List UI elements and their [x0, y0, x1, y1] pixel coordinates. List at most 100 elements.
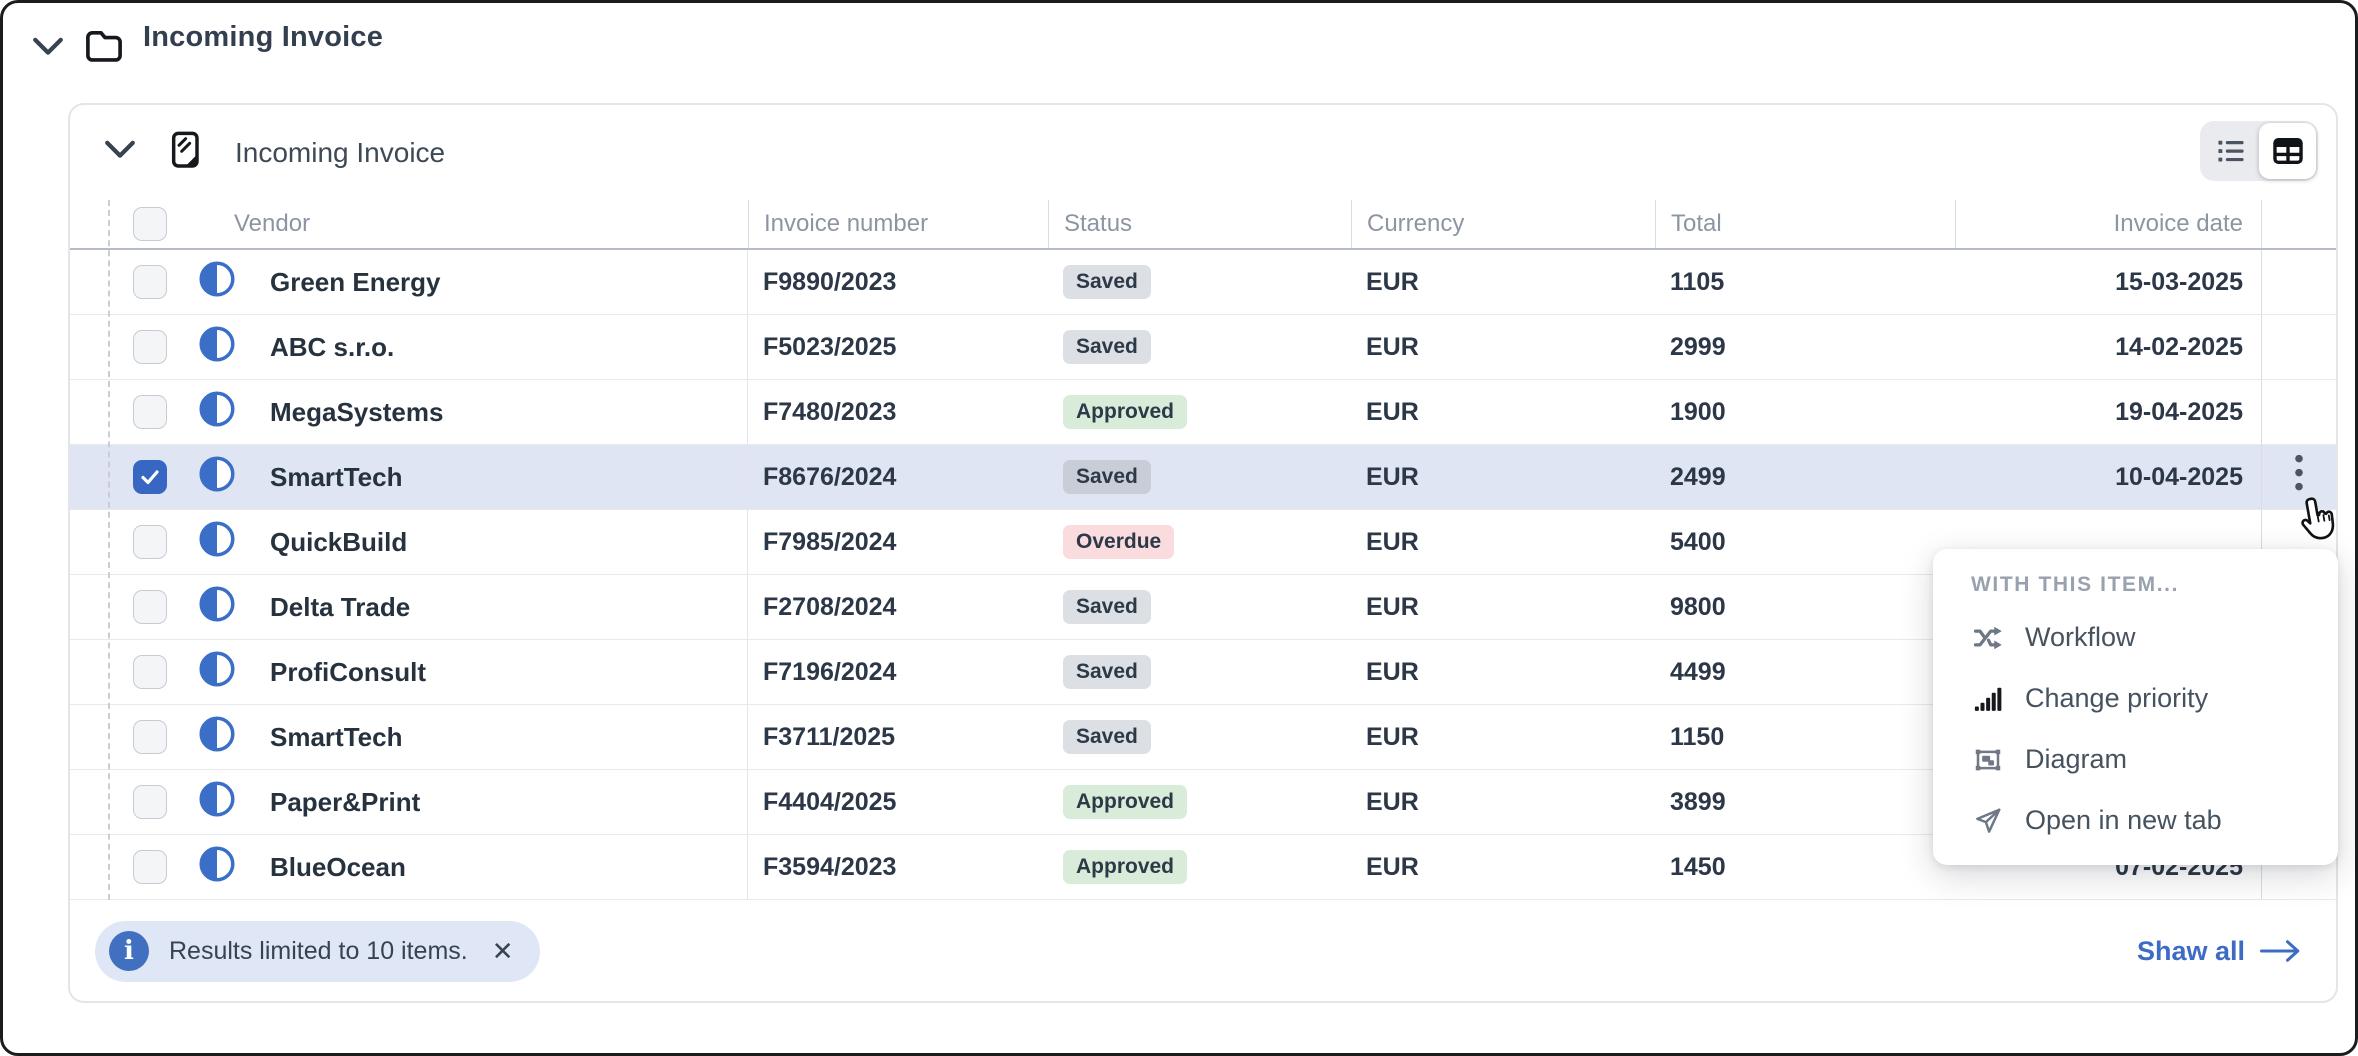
status-badge: Saved: [1063, 655, 1151, 689]
row-checkbox[interactable]: [133, 525, 167, 559]
shuffle-icon: [1971, 623, 2005, 653]
actions-cell: [2261, 510, 2336, 574]
status-badge: Saved: [1063, 265, 1151, 299]
half-disk-icon: [198, 455, 236, 500]
currency-cell: EUR: [1366, 787, 1419, 816]
header-vendor[interactable]: Vendor: [70, 200, 748, 248]
currency-cell: EUR: [1366, 462, 1419, 491]
header-actions: [2261, 200, 2336, 248]
currency-cell: EUR: [1366, 722, 1419, 751]
invoice-number-cell: F8676/2024: [763, 462, 897, 491]
row-checkbox[interactable]: [133, 590, 167, 624]
vendor-cell: ABC s.r.o.: [70, 315, 748, 379]
context-menu-header: WITH THIS ITEM...: [1971, 573, 2180, 596]
header-invoice-number[interactable]: Invoice number: [748, 200, 1048, 248]
invoice-note-icon: [165, 128, 205, 177]
currency-cell: EUR: [1366, 332, 1419, 361]
vendor-name: SmartTech: [270, 721, 403, 752]
vendor-name: ABC s.r.o.: [270, 331, 395, 362]
half-disk-icon: [198, 260, 236, 305]
close-icon[interactable]: ✕: [491, 936, 514, 966]
results-info-pill: i Results limited to 10 items. ✕: [95, 920, 540, 982]
half-disk-icon: [198, 325, 236, 370]
row-checkbox[interactable]: [133, 850, 167, 884]
send-icon: [1971, 806, 2005, 836]
show-all-link[interactable]: Shaw all: [2137, 936, 2303, 967]
vendor-cell: MegaSystems: [70, 380, 748, 444]
row-checkbox[interactable]: [133, 265, 167, 299]
invoice-number-cell: F2708/2024: [763, 592, 897, 621]
vendor-name: BlueOcean: [270, 851, 406, 882]
status-cell: Saved: [1048, 640, 1351, 704]
table-row[interactable]: ABC s.r.o. F5023/2025 Saved EUR 2999 14-…: [70, 315, 2336, 380]
vendor-cell: ProfiConsult: [70, 640, 748, 704]
vendor-cell: Paper&Print: [70, 770, 748, 834]
card-header: Incoming Invoice: [70, 105, 2336, 200]
invoice-number-cell: F7480/2023: [763, 397, 897, 426]
chevron-down-icon[interactable]: [103, 138, 137, 167]
actions-cell: [2261, 315, 2336, 379]
page-title: Incoming Invoice: [143, 21, 384, 53]
vendor-name: Paper&Print: [270, 786, 421, 817]
list-view-icon: [2217, 140, 2244, 162]
table-row[interactable]: MegaSystems F7480/2023 Approved EUR 1900…: [70, 380, 2336, 445]
header-invoice-date[interactable]: Invoice date: [1955, 200, 2261, 248]
row-checkbox[interactable]: [133, 720, 167, 754]
menu-item-workflow[interactable]: Workflow: [1971, 607, 2338, 668]
half-disk-icon: [198, 650, 236, 695]
status-cell: Saved: [1048, 315, 1351, 379]
invoice-number-cell: F7196/2024: [763, 657, 897, 686]
row-checkbox[interactable]: [133, 460, 167, 494]
half-disk-icon: [198, 715, 236, 760]
currency-cell: EUR: [1366, 657, 1419, 686]
kebab-menu-icon[interactable]: [2288, 448, 2310, 507]
status-cell: Approved: [1048, 835, 1351, 899]
page-header: Incoming Invoice: [31, 21, 383, 70]
currency-cell: EUR: [1366, 267, 1419, 296]
total-cell: 1900: [1670, 397, 1726, 426]
status-cell: Saved: [1048, 445, 1351, 509]
total-cell: 1150: [1670, 722, 1725, 751]
header-status[interactable]: Status: [1048, 200, 1351, 248]
vendor-name: Delta Trade: [270, 591, 411, 622]
vendor-name: MegaSystems: [270, 396, 444, 427]
vendor-name: Green Energy: [270, 266, 441, 297]
header-currency[interactable]: Currency: [1351, 200, 1655, 248]
status-cell: Saved: [1048, 575, 1351, 639]
table-view-icon: [2272, 137, 2303, 165]
total-cell: 4499: [1670, 657, 1726, 686]
status-badge: Saved: [1063, 460, 1151, 494]
arrow-right-icon: [2259, 940, 2300, 962]
total-cell: 5400: [1670, 527, 1726, 556]
invoice-date-cell: 10-04-2025: [2115, 462, 2243, 491]
row-checkbox[interactable]: [133, 785, 167, 819]
table-header-row: Vendor Invoice number Status Currency To…: [70, 200, 2336, 250]
total-cell: 2999: [1670, 332, 1726, 361]
table-row[interactable]: Green Energy F9890/2023 Saved EUR 1105 1…: [70, 250, 2336, 315]
row-checkbox[interactable]: [133, 655, 167, 689]
header-total[interactable]: Total: [1655, 200, 1955, 248]
half-disk-icon: [198, 585, 236, 630]
list-view-button[interactable]: [2202, 123, 2259, 179]
invoice-number-cell: F3711/2025: [763, 722, 896, 751]
chevron-down-icon[interactable]: [31, 35, 65, 64]
table-row[interactable]: SmartTech F8676/2024 Saved EUR 2499 10-0…: [70, 445, 2336, 510]
table-view-button[interactable]: [2259, 123, 2316, 179]
menu-item-change-priority[interactable]: Change priority: [1971, 668, 2338, 729]
actions-cell: [2261, 250, 2336, 314]
menu-item-diagram[interactable]: Diagram: [1971, 729, 2338, 790]
row-checkbox[interactable]: [133, 395, 167, 429]
vendor-cell: BlueOcean: [70, 835, 748, 899]
half-disk-icon: [198, 520, 236, 565]
vendor-name: ProfiConsult: [270, 656, 426, 687]
status-cell: Overdue: [1048, 510, 1351, 574]
actions-cell: [2261, 445, 2336, 509]
invoice-date-cell: 14-02-2025: [2115, 332, 2243, 361]
row-checkbox[interactable]: [133, 330, 167, 364]
currency-cell: EUR: [1366, 592, 1419, 621]
vendor-name: SmartTech: [270, 461, 403, 492]
menu-item-open-in-new-tab[interactable]: Open in new tab: [1971, 790, 2338, 851]
diagram-icon: [1971, 745, 2005, 775]
select-all-checkbox[interactable]: [133, 207, 167, 241]
status-badge: Saved: [1063, 330, 1151, 364]
